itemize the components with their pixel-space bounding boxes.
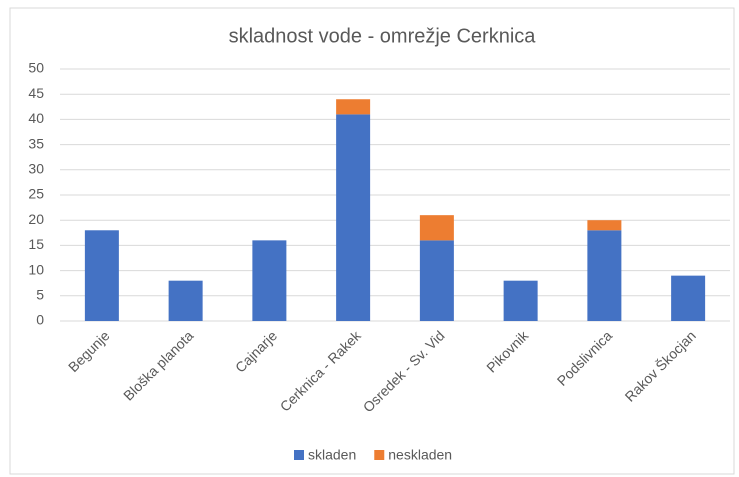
legend-label: skladen bbox=[308, 447, 356, 463]
bar bbox=[503, 280, 538, 321]
bar bbox=[84, 230, 119, 321]
y-tick-label: 25 bbox=[28, 186, 44, 202]
bar bbox=[419, 240, 454, 321]
y-tick-label: 30 bbox=[28, 161, 44, 177]
y-tick-label: 10 bbox=[28, 261, 44, 277]
legend-swatch bbox=[374, 450, 385, 460]
bar bbox=[587, 230, 622, 321]
y-tick-label: 5 bbox=[36, 287, 44, 303]
y-tick-label: 45 bbox=[28, 85, 44, 101]
legend-label: neskladen bbox=[388, 447, 452, 463]
bar bbox=[252, 240, 287, 321]
y-tick-label: 40 bbox=[28, 110, 44, 126]
y-tick-label: 50 bbox=[28, 60, 44, 76]
bar bbox=[587, 220, 622, 231]
bar bbox=[336, 114, 371, 321]
y-tick-label: 20 bbox=[28, 211, 44, 227]
y-tick-label: 15 bbox=[28, 236, 44, 252]
bar bbox=[419, 215, 454, 241]
legend-swatch bbox=[294, 450, 304, 460]
y-tick-label: 0 bbox=[36, 312, 44, 328]
bar bbox=[336, 99, 371, 115]
bar bbox=[168, 280, 203, 321]
bar bbox=[671, 275, 706, 321]
chart-title: skladnost vode - omrežje Cerknica bbox=[229, 25, 537, 47]
y-tick-label: 35 bbox=[28, 135, 44, 151]
